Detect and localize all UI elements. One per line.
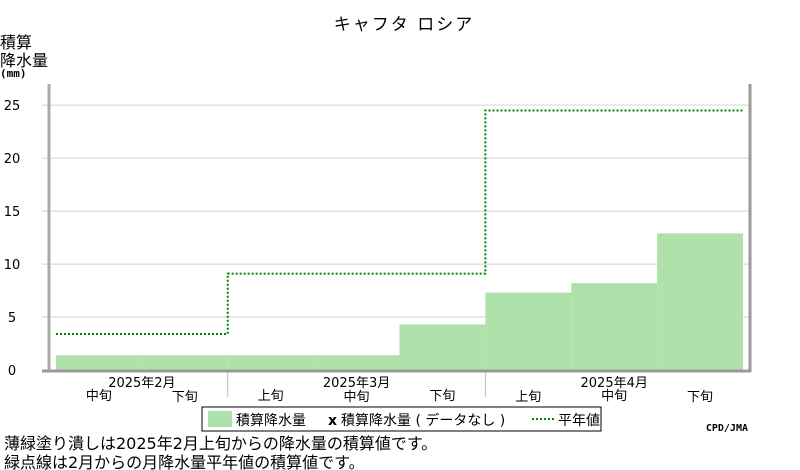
- x-tick-label: 下旬: [687, 390, 713, 405]
- credit: CPD/JMA: [706, 423, 748, 434]
- x-tick-label: 上旬: [258, 389, 284, 404]
- note-line-2: 緑点線は2月からの月降水量平年値の積算値です。: [4, 453, 365, 470]
- precip-bar: [227, 355, 314, 370]
- legend-box: [201, 406, 602, 432]
- precip-bar: [313, 355, 400, 370]
- y-tick-label: 0: [8, 364, 16, 379]
- y-tick-label: 15: [4, 205, 21, 220]
- y-tick-label: 20: [4, 152, 21, 167]
- cumulative-precip-area: [56, 233, 743, 370]
- axes: [42, 84, 752, 397]
- x-tick-label: 中旬: [344, 390, 370, 405]
- note-line-1: 薄緑塗り潰しは2025年2月上旬からの降水量の積算値です。: [4, 434, 437, 453]
- month-label: 2025年2月: [108, 376, 175, 391]
- legend-item-normal: 平年値: [558, 413, 600, 429]
- month-label: 2025年4月: [581, 376, 648, 391]
- chart-title: キャフタ ロシア: [334, 15, 474, 35]
- precip-bar: [657, 233, 743, 370]
- legend-swatch-fill: [208, 411, 232, 427]
- legend: 積算降水量 x 積算降水量 ( データなし ) 平年値: [201, 406, 602, 432]
- precip-bar: [56, 355, 142, 370]
- month-label: 2025年3月: [323, 376, 390, 391]
- y-tick-label: 25: [4, 99, 21, 114]
- legend-marker-x: x: [328, 413, 337, 429]
- x-tick-label: 上旬: [515, 390, 541, 405]
- legend-item-cumulative: 積算降水量: [236, 413, 306, 429]
- y-tick-label: 5: [8, 311, 16, 326]
- y-axis-unit: (mm): [0, 67, 27, 80]
- precip-bar: [571, 283, 658, 370]
- legend-item-nodata: 積算降水量 ( データなし ): [341, 412, 505, 429]
- precip-bar: [485, 292, 572, 370]
- x-tick-label: 中旬: [601, 389, 627, 404]
- y-axis-label-line1: 積算: [0, 33, 32, 52]
- x-tick-label: 下旬: [429, 389, 455, 404]
- precip-bar: [399, 324, 486, 370]
- precip-bar: [141, 355, 228, 370]
- y-tick-labels: 0 5 10 15 20 25: [4, 99, 21, 379]
- y-axis-label-line2: 降水量: [0, 51, 48, 70]
- x-tick-label: 下旬: [172, 390, 198, 405]
- x-tick-label: 中旬: [86, 389, 112, 404]
- y-tick-label: 10: [4, 258, 21, 273]
